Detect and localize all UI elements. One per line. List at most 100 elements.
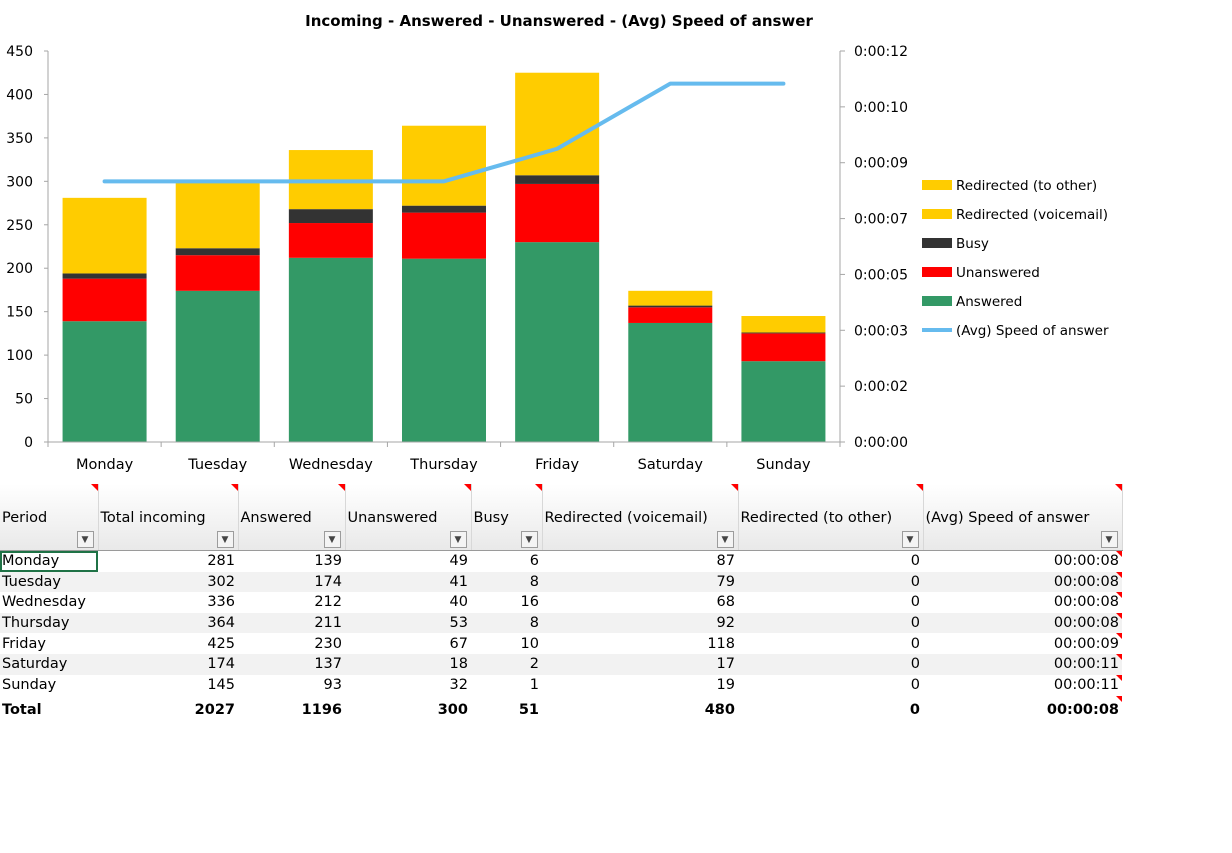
y-left-tick-label: 400	[6, 87, 33, 103]
table-cell[interactable]: 67	[345, 633, 471, 654]
table-cell[interactable]: 19	[542, 675, 738, 696]
x-category-label: Thursday	[409, 457, 478, 473]
bar-unanswered	[289, 223, 373, 258]
bar-redirected-voicemail	[741, 316, 825, 333]
table-cell[interactable]: 212	[238, 592, 345, 613]
column-header-label: Unanswered	[348, 510, 438, 526]
filter-dropdown-icon[interactable]: ▼	[902, 531, 919, 548]
table-cell[interactable]: 0	[738, 551, 923, 572]
filter-dropdown-icon[interactable]: ▼	[77, 531, 94, 548]
table-cell[interactable]: 87	[542, 551, 738, 572]
bar-busy	[741, 333, 825, 334]
table-cell[interactable]: 0	[738, 696, 923, 725]
table-cell[interactable]: 300	[345, 696, 471, 725]
filter-dropdown-icon[interactable]: ▼	[521, 531, 538, 548]
table-cell[interactable]: 00:00:08	[923, 572, 1122, 593]
table-cell[interactable]: 18	[345, 654, 471, 675]
table-cell[interactable]: 53	[345, 613, 471, 634]
table-cell[interactable]: 425	[98, 633, 238, 654]
table-cell[interactable]: 0	[738, 592, 923, 613]
table-cell[interactable]: Sunday	[0, 675, 98, 696]
table-cell[interactable]: 480	[542, 696, 738, 725]
column-header-label: Busy	[474, 510, 509, 526]
table-cell[interactable]: 40	[345, 592, 471, 613]
table-cell[interactable]: 16	[471, 592, 542, 613]
bar-answered	[402, 259, 486, 442]
table-cell[interactable]: 8	[471, 613, 542, 634]
table-cell[interactable]: 2027	[98, 696, 238, 725]
table-cell[interactable]: Tuesday	[0, 572, 98, 593]
filter-dropdown-icon[interactable]: ▼	[717, 531, 734, 548]
table-cell[interactable]: Total	[0, 696, 98, 725]
table-cell[interactable]: Monday	[0, 551, 98, 572]
table-cell[interactable]: 41	[345, 572, 471, 593]
table-cell[interactable]: Friday	[0, 633, 98, 654]
table-cell[interactable]: 211	[238, 613, 345, 634]
table-row: Thursday 364 211 53 8 92 0 00:00:08	[0, 613, 1122, 634]
table-cell[interactable]: 118	[542, 633, 738, 654]
bar-answered	[515, 242, 599, 442]
table-cell[interactable]: 0	[738, 633, 923, 654]
table-cell[interactable]: 137	[238, 654, 345, 675]
data-table-container: Period ▼ Total incoming ▼ Answered ▼ Unanswere…	[0, 484, 1122, 724]
table-cell[interactable]: 174	[98, 654, 238, 675]
column-header: Redirected (to other) ▼	[738, 484, 923, 551]
bar-answered	[176, 291, 260, 442]
table-cell[interactable]: 92	[542, 613, 738, 634]
filter-dropdown-icon[interactable]: ▼	[1101, 531, 1118, 548]
y-left-tick-label: 150	[6, 305, 33, 321]
table-cell[interactable]: 68	[542, 592, 738, 613]
bar-redirected-voicemail	[63, 198, 147, 274]
table-cell[interactable]: 1	[471, 675, 542, 696]
table-cell[interactable]: 00:00:08	[923, 696, 1122, 725]
table-cell[interactable]: 93	[238, 675, 345, 696]
column-header-label: Total incoming	[101, 510, 206, 526]
bar-redirected-voicemail	[515, 73, 599, 176]
table-cell[interactable]: 336	[98, 592, 238, 613]
table-cell[interactable]: 281	[98, 551, 238, 572]
table-row: Friday 425 230 67 10 118 0 00:00:09	[0, 633, 1122, 654]
table-cell[interactable]: 17	[542, 654, 738, 675]
table-cell[interactable]: 10	[471, 633, 542, 654]
table-cell[interactable]: 0	[738, 613, 923, 634]
table-cell[interactable]: 00:00:11	[923, 654, 1122, 675]
legend-swatch	[922, 296, 952, 306]
table-cell[interactable]: 302	[98, 572, 238, 593]
filter-dropdown-icon[interactable]: ▼	[324, 531, 341, 548]
table-cell[interactable]: 0	[738, 675, 923, 696]
table-cell[interactable]: 8	[471, 572, 542, 593]
table-cell[interactable]: Saturday	[0, 654, 98, 675]
table-cell[interactable]: 174	[238, 572, 345, 593]
comment-indicator-icon	[464, 484, 471, 491]
table-cell[interactable]: 2	[471, 654, 542, 675]
x-category-label: Friday	[535, 457, 579, 473]
table-cell[interactable]: 0	[738, 572, 923, 593]
table-cell[interactable]: 1196	[238, 696, 345, 725]
table-cell[interactable]: 364	[98, 613, 238, 634]
bar-unanswered	[402, 213, 486, 259]
column-header-label: Redirected (to other)	[741, 510, 893, 526]
table-cell[interactable]: 00:00:08	[923, 551, 1122, 572]
chart-title: Incoming - Answered - Unanswered - (Avg)…	[305, 12, 813, 30]
table-cell[interactable]: 00:00:09	[923, 633, 1122, 654]
table-cell[interactable]: 6	[471, 551, 542, 572]
table-cell[interactable]: Wednesday	[0, 592, 98, 613]
table-cell[interactable]: 145	[98, 675, 238, 696]
filter-dropdown-icon[interactable]: ▼	[450, 531, 467, 548]
comment-indicator-icon	[231, 484, 238, 491]
table-cell[interactable]: 139	[238, 551, 345, 572]
table-cell[interactable]: Thursday	[0, 613, 98, 634]
bar-unanswered	[628, 307, 712, 323]
table-cell[interactable]: 51	[471, 696, 542, 725]
table-cell[interactable]: 00:00:08	[923, 613, 1122, 634]
comment-indicator-icon	[1116, 613, 1122, 619]
bar-busy	[63, 273, 147, 278]
table-cell[interactable]: 00:00:11	[923, 675, 1122, 696]
table-cell[interactable]: 32	[345, 675, 471, 696]
table-cell[interactable]: 00:00:08	[923, 592, 1122, 613]
table-cell[interactable]: 79	[542, 572, 738, 593]
table-cell[interactable]: 49	[345, 551, 471, 572]
table-cell[interactable]: 230	[238, 633, 345, 654]
filter-dropdown-icon[interactable]: ▼	[217, 531, 234, 548]
table-cell[interactable]: 0	[738, 654, 923, 675]
